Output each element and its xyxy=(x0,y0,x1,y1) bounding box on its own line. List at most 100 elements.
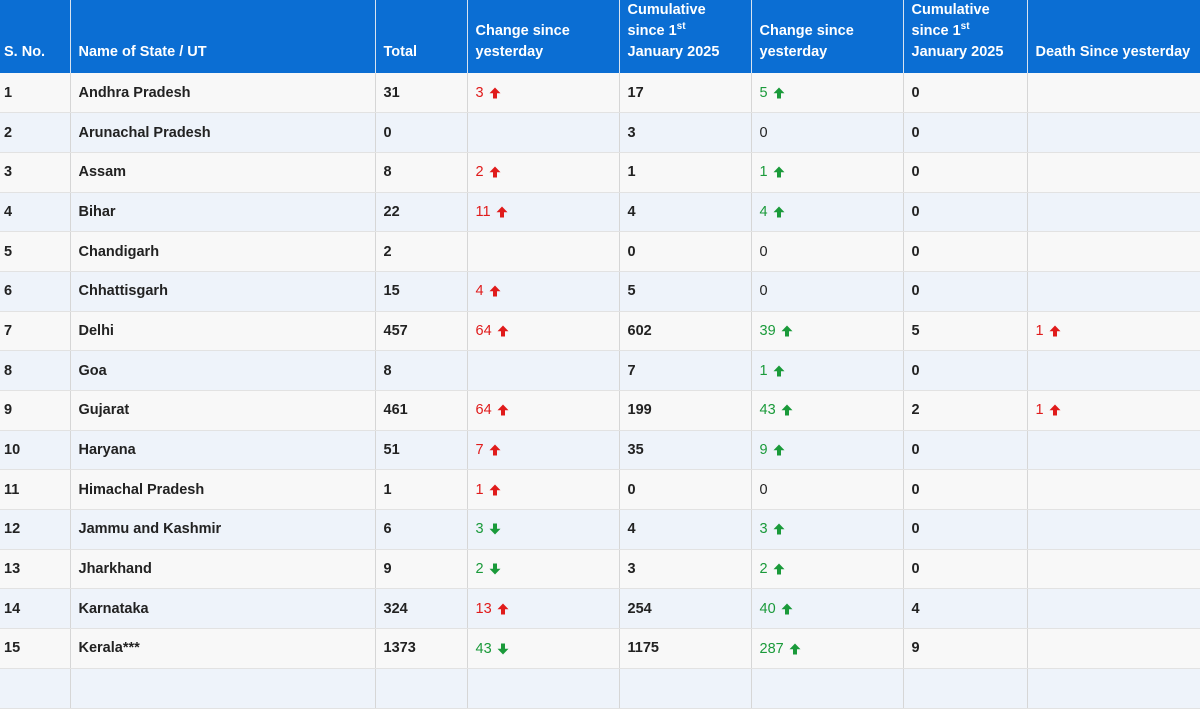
header-cum2-post: January 2025 xyxy=(911,44,1004,60)
cell-death-since-yesterday xyxy=(1027,509,1200,550)
cell-change-discharged: 0 xyxy=(751,469,904,511)
cell-change-discharged: 2 xyxy=(751,549,904,590)
table-body: 1 Andhra Pradesh 31 3 17 5 0 2 Arunachal… xyxy=(0,73,1200,709)
cell-change-active: 7 xyxy=(467,430,620,471)
change-value: 3 xyxy=(475,521,484,538)
cell-change-discharged: 3 xyxy=(751,509,904,550)
cell-cumulative-discharged: 254 xyxy=(619,588,752,630)
change-value: 13 xyxy=(475,600,492,617)
change-value: 5 xyxy=(759,84,768,101)
cell-change-active: 4 xyxy=(467,271,620,312)
header-cum1-post: January 2025 xyxy=(627,44,720,60)
cell-change-discharged: 5 xyxy=(751,73,904,114)
arrow-up-icon xyxy=(1049,325,1061,337)
cell-change-active xyxy=(467,668,620,709)
cell-cumulative-deaths: 0 xyxy=(903,509,1028,550)
cell-sno xyxy=(0,668,71,709)
arrow-up-icon xyxy=(773,206,785,218)
arrow-up-icon xyxy=(789,643,801,655)
cell-cumulative-deaths xyxy=(903,668,1028,709)
change-value: 1 xyxy=(759,164,768,181)
cell-change-discharged xyxy=(751,668,904,709)
cell-state: Andhra Pradesh xyxy=(70,73,376,114)
cell-change-active: 3 xyxy=(467,509,620,550)
table-row: 9 Gujarat 461 64 199 43 2 1 xyxy=(0,390,1200,431)
header-cum1-pre: Cumulative since 1 xyxy=(627,2,706,39)
cell-sno: 7 xyxy=(0,311,71,352)
arrow-up-icon xyxy=(489,285,501,297)
cell-change-active: 13 xyxy=(467,588,620,630)
cell-sno: 10 xyxy=(0,430,71,471)
cell-total: 22 xyxy=(375,192,468,233)
cell-cumulative-deaths: 0 xyxy=(903,152,1028,193)
cell-sno: 1 xyxy=(0,73,71,114)
arrow-up-icon xyxy=(496,206,508,218)
arrow-up-icon xyxy=(773,365,785,377)
cell-death-since-yesterday xyxy=(1027,231,1200,272)
cell-sno: 12 xyxy=(0,509,71,550)
table-row: 11 Himachal Pradesh 1 1 0 0 0 xyxy=(0,469,1200,511)
cell-state: Jharkhand xyxy=(70,549,376,590)
cell-change-discharged: 0 xyxy=(751,271,904,312)
table-row: 12 Jammu and Kashmir 6 3 4 3 0 xyxy=(0,509,1200,550)
cell-sno: 5 xyxy=(0,231,71,272)
cell-change-active: 64 xyxy=(467,390,620,431)
cell-sno: 14 xyxy=(0,588,71,630)
cell-total: 1 xyxy=(375,469,468,511)
cell-total: 324 xyxy=(375,588,468,630)
table-row: 10 Haryana 51 7 35 9 0 xyxy=(0,430,1200,471)
cell-change-active: 43 xyxy=(467,628,620,669)
header-cumulative-discharged: Cumulative since 1st January 2025 xyxy=(619,0,752,73)
cell-sno: 2 xyxy=(0,112,71,153)
cell-cumulative-discharged: 17 xyxy=(619,73,752,114)
cell-cumulative-deaths: 5 xyxy=(903,311,1028,352)
table-row: 15 Kerala*** 1373 43 1175 287 9 xyxy=(0,628,1200,669)
change-value: 7 xyxy=(475,442,484,459)
cell-change-active xyxy=(467,350,620,391)
cell-total: 51 xyxy=(375,430,468,471)
cell-total: 457 xyxy=(375,311,468,352)
cell-change-discharged: 287 xyxy=(751,628,904,669)
cell-state: Chandigarh xyxy=(70,231,376,272)
header-death-since-yesterday: Death Since yesterday xyxy=(1027,0,1200,73)
cell-death-since-yesterday xyxy=(1027,271,1200,312)
arrow-up-icon xyxy=(1049,404,1061,416)
arrow-up-icon xyxy=(773,166,785,178)
cell-cumulative-discharged: 4 xyxy=(619,509,752,550)
change-value: 4 xyxy=(475,283,484,300)
cell-cumulative-discharged: 1 xyxy=(619,152,752,193)
change-value: 1 xyxy=(475,481,484,498)
cell-cumulative-deaths: 0 xyxy=(903,271,1028,312)
header-row: S. No. Name of State / UT Total Change s… xyxy=(0,0,1200,73)
cell-cumulative-discharged: 5 xyxy=(619,271,752,312)
change-value: 43 xyxy=(759,402,776,419)
table-row: 8 Goa 8 7 1 0 xyxy=(0,350,1200,391)
cell-total xyxy=(375,668,468,709)
cell-total: 9 xyxy=(375,549,468,590)
table-row: 7 Delhi 457 64 602 39 5 1 xyxy=(0,311,1200,352)
cell-cumulative-deaths: 2 xyxy=(903,390,1028,431)
arrow-up-icon xyxy=(781,603,793,615)
header-change-active: Change since yesterday xyxy=(467,0,620,73)
cell-sno: 8 xyxy=(0,350,71,391)
header-cum1-sup: st xyxy=(676,21,686,33)
arrow-up-icon xyxy=(489,166,501,178)
cell-cumulative-deaths: 0 xyxy=(903,73,1028,114)
cell-state: Jammu and Kashmir xyxy=(70,509,376,550)
cell-change-active xyxy=(467,112,620,153)
arrow-up-icon xyxy=(497,603,509,615)
change-value: 43 xyxy=(475,640,492,657)
table-row: 13 Jharkhand 9 2 3 2 0 xyxy=(0,549,1200,590)
table-row xyxy=(0,668,1200,709)
header-change-discharged: Change since yesterday xyxy=(751,0,904,73)
cell-state: Himachal Pradesh xyxy=(70,469,376,511)
arrow-up-icon xyxy=(489,87,501,99)
cell-total: 461 xyxy=(375,390,468,431)
change-value: 287 xyxy=(759,640,784,657)
table-header: S. No. Name of State / UT Total Change s… xyxy=(0,0,1200,73)
cell-change-active xyxy=(467,231,620,272)
cell-death-since-yesterday xyxy=(1027,549,1200,590)
cell-total: 1373 xyxy=(375,628,468,669)
cell-death-since-yesterday xyxy=(1027,350,1200,391)
cell-death-since-yesterday: 1 xyxy=(1027,390,1200,431)
